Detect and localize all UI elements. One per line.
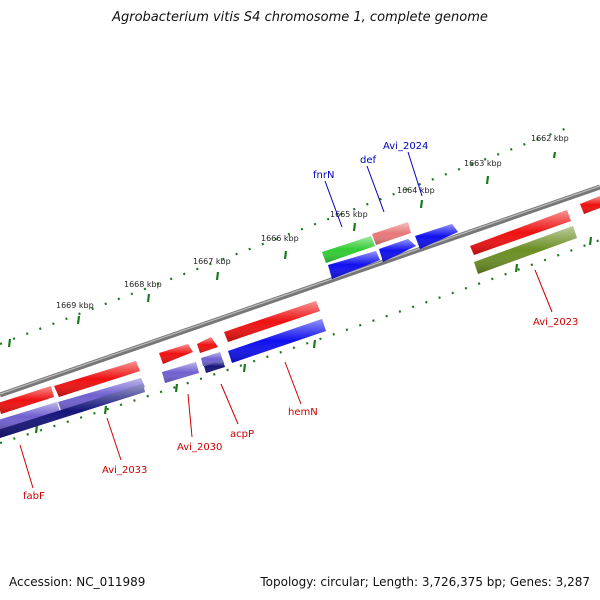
tick-1662	[552, 151, 557, 159]
gene-green-fnrN[interactable]	[322, 236, 375, 263]
accession-text: Accession: NC_011989	[9, 575, 146, 589]
leader-hemN	[284, 361, 302, 405]
leader-fabF	[19, 444, 34, 489]
gene-label-fnrN: fnrN	[313, 170, 334, 181]
tick-1665	[352, 222, 357, 232]
leader-avi-2023	[534, 269, 553, 313]
tick-1666	[283, 250, 288, 260]
gene-label-avi-2023: Avi_2023	[533, 317, 578, 328]
genome-backbone-highlight	[0, 185, 600, 395]
gene-blue-avi-2024[interactable]	[415, 224, 458, 249]
leader-avi-2033	[106, 417, 122, 461]
leader-acpP	[220, 383, 239, 425]
gene-red-edge[interactable]	[580, 196, 600, 214]
inner-tick-7	[34, 424, 39, 434]
gene-olive-avi-2023[interactable]	[474, 226, 577, 274]
gene-label-avi-2033: Avi_2033	[102, 465, 147, 476]
gene-navy-2[interactable]	[204, 360, 225, 373]
gene-red-acpP[interactable]	[197, 337, 218, 353]
gene-red-hemN-upper[interactable]	[224, 301, 320, 342]
scale-ticks	[7, 151, 593, 434]
scale-label-1664: 1664 kbp	[397, 186, 435, 195]
tick-1669	[76, 315, 81, 325]
gene-red-avi-2023[interactable]	[470, 210, 571, 255]
genome-stats-text: Topology: circular; Length: 3,726,375 bp…	[260, 575, 590, 589]
gene-purple-3[interactable]	[162, 362, 199, 383]
inner-tick-6	[103, 405, 108, 415]
leader-avi-2024	[407, 151, 423, 197]
gene-pink[interactable]	[372, 222, 411, 245]
gene-navy-1[interactable]	[0, 384, 145, 438]
tick-1664	[419, 199, 424, 209]
leader-avi-2030	[187, 393, 193, 438]
gene-label-fabF: fabF	[23, 491, 45, 502]
leader-def	[366, 165, 385, 213]
genome-backbone	[0, 184, 600, 398]
gene-blue-hemN[interactable]	[228, 319, 326, 363]
scale-label-1667: 1667 kbp	[193, 257, 231, 266]
gene-label-acpP: acpP	[230, 429, 254, 440]
gene-label-avi-2024: Avi_2024	[383, 141, 428, 152]
gene-blue-def[interactable]	[379, 239, 416, 262]
leader-fnrN	[324, 180, 343, 228]
gene-blue-1[interactable]	[328, 251, 380, 279]
inner-tick-5	[174, 383, 179, 393]
tick-1668	[146, 293, 151, 303]
gene-red-avi-2030[interactable]	[159, 344, 193, 364]
gene-purple-4[interactable]	[201, 352, 223, 366]
scale-label-1668: 1668 kbp	[124, 280, 162, 289]
gene-label-def: def	[360, 155, 377, 166]
inner-tick-2	[514, 263, 519, 273]
gene-red-1[interactable]	[0, 386, 54, 414]
tick-1670	[7, 338, 12, 348]
gene-purple-1[interactable]	[0, 402, 60, 431]
tick-1663	[485, 175, 490, 185]
gene-label-hemN: hemN	[288, 407, 318, 418]
inner-tick-3	[312, 339, 317, 349]
scale-label-1662: 1662 kbp	[531, 134, 569, 143]
tick-1667	[215, 271, 220, 281]
gene-label-avi-2030: Avi_2030	[177, 442, 222, 453]
gene-red-2[interactable]	[54, 361, 140, 397]
inner-tick-4	[242, 363, 247, 373]
map-title: Agrobacterium vitis S4 chromosome 1, com…	[112, 10, 488, 25]
scale-label-1669: 1669 kbp	[56, 301, 94, 310]
scale-label-1663: 1663 kbp	[464, 159, 502, 168]
scale-label-1666: 1666 kbp	[261, 234, 299, 243]
inner-tick-1	[588, 236, 593, 246]
scale-label-1665: 1665 kbp	[330, 210, 368, 219]
